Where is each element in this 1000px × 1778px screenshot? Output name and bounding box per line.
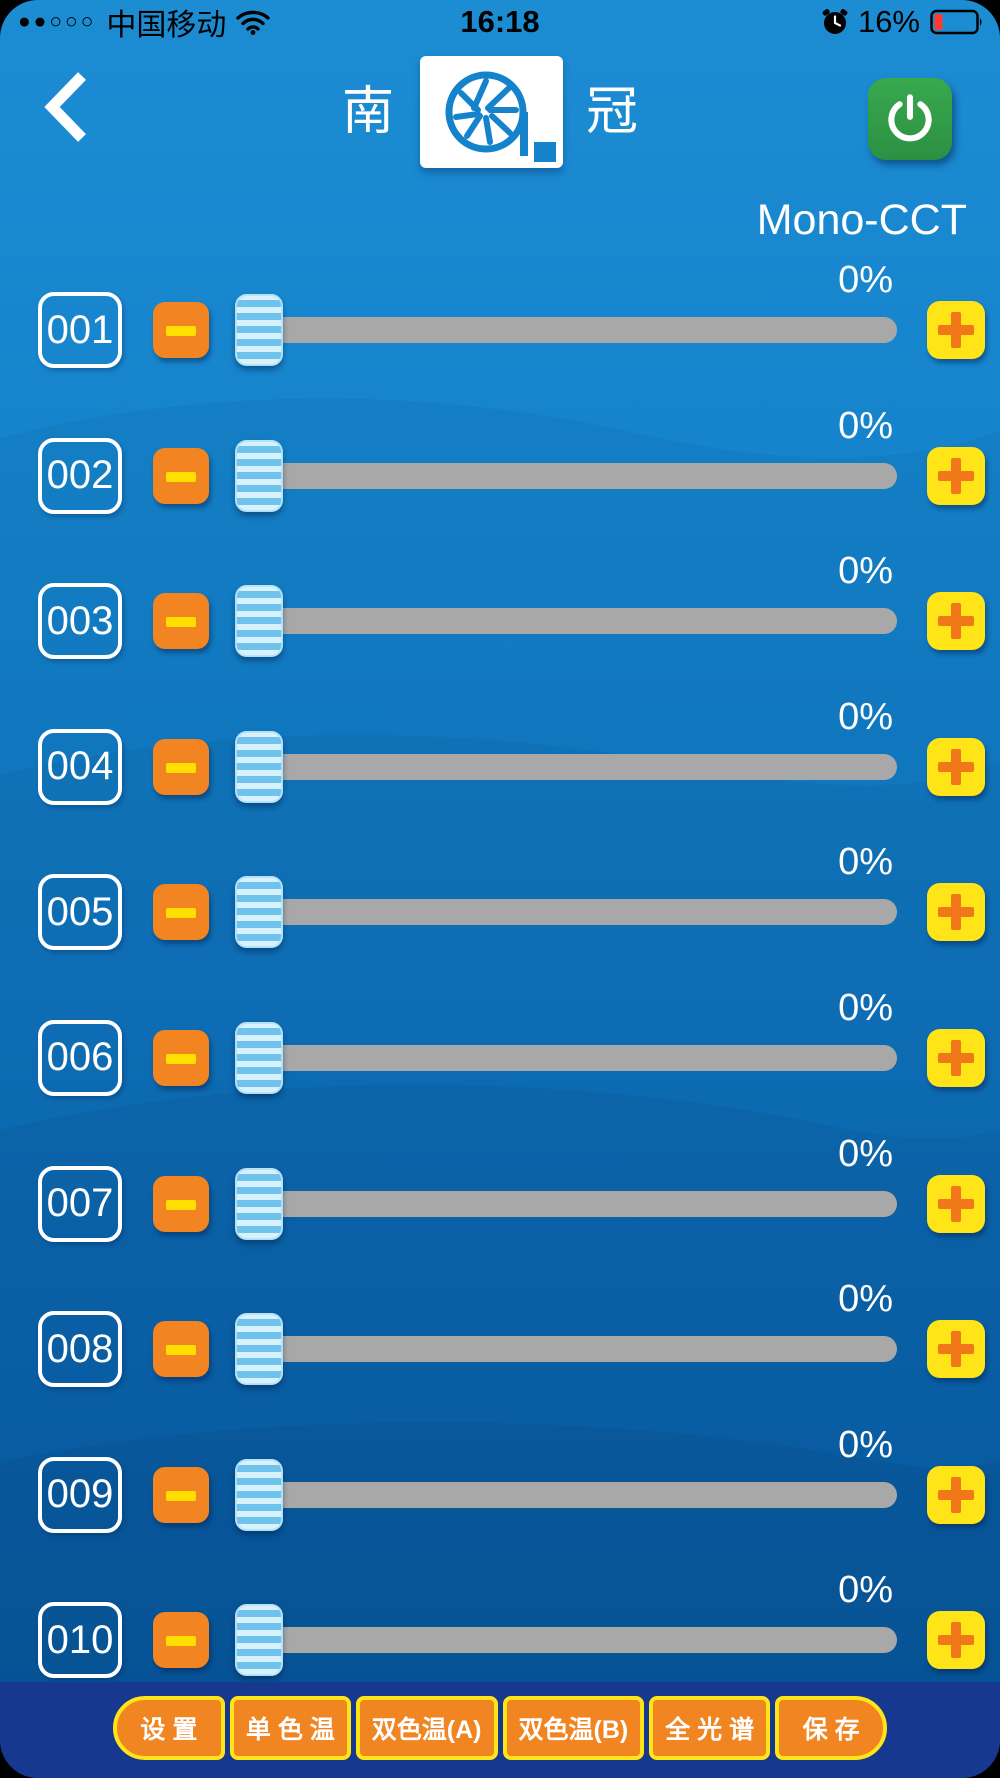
channel-id-badge: 001 <box>38 292 122 368</box>
plus-button[interactable] <box>927 1611 985 1670</box>
slider-track[interactable] <box>258 1336 897 1363</box>
plus-button[interactable] <box>927 446 985 505</box>
tab-mono-cct[interactable]: 单 色 温 <box>229 1696 351 1760</box>
slider-thumb[interactable] <box>235 1458 283 1531</box>
minus-button[interactable] <box>153 884 209 941</box>
slider-thumb[interactable] <box>235 1313 283 1386</box>
slider-thumb[interactable] <box>235 294 283 366</box>
channel-id-badge: 007 <box>38 1165 122 1242</box>
slider-thumb[interactable] <box>235 439 283 512</box>
channel-row: 0% 004 <box>0 650 1000 805</box>
plus-button[interactable] <box>927 301 985 359</box>
slider-thumb[interactable] <box>235 1167 283 1240</box>
slider-thumb[interactable] <box>235 876 283 949</box>
minus-button[interactable] <box>153 1612 209 1669</box>
slider-thumb[interactable] <box>235 730 283 803</box>
minus-button[interactable] <box>153 302 209 358</box>
channel-row: 0% 002 <box>0 359 1000 514</box>
channel-value: 0% <box>838 1132 893 1175</box>
slider-thumb[interactable] <box>235 1021 283 1094</box>
tab-bi-color-a[interactable]: 双色温(A) <box>355 1696 498 1760</box>
minus-button[interactable] <box>153 1321 209 1378</box>
plus-button[interactable] <box>927 1320 985 1379</box>
slider-track[interactable] <box>258 899 897 926</box>
slider-track[interactable] <box>258 1481 897 1508</box>
battery-icon <box>930 9 982 35</box>
minus-button[interactable] <box>153 593 209 650</box>
brand-logo <box>420 56 563 168</box>
channel-value: 0% <box>838 259 893 301</box>
channel-id-badge: 005 <box>38 874 122 951</box>
tab-group: 设 置 单 色 温 双色温(A) 双色温(B) 全 光 谱 保 存 <box>0 1682 1000 1760</box>
logo-char-left: 南 <box>342 83 395 141</box>
channel-id-badge: 002 <box>38 437 122 514</box>
channel-id-badge: 009 <box>38 1456 122 1533</box>
back-button[interactable] <box>38 68 98 146</box>
slider-track[interactable] <box>258 317 897 343</box>
channel-value: 0% <box>838 841 893 884</box>
logo-char-right: 冠 <box>586 83 639 141</box>
channel-row: 0% 010 <box>0 1523 1000 1679</box>
channel-row: 0% 008 <box>0 1232 1000 1388</box>
plus-button[interactable] <box>927 883 985 942</box>
slider-track[interactable] <box>258 462 897 489</box>
minus-button[interactable] <box>153 738 209 795</box>
channel-id-badge: 008 <box>38 1311 122 1388</box>
status-bar: 16:18 ●●○○○ 中国移动 16% <box>0 0 1000 44</box>
channel-id-badge: 003 <box>38 583 122 660</box>
channel-value: 0% <box>838 1423 893 1466</box>
channel-row: 0% 009 <box>0 1378 1000 1533</box>
aperture-logo-icon <box>445 71 556 162</box>
channel-row: 0% 003 <box>0 504 1000 660</box>
channel-row: 0% 006 <box>0 941 1000 1096</box>
carrier-label: 中国移动 <box>106 9 227 42</box>
plus-button[interactable] <box>927 1028 985 1087</box>
minus-button[interactable] <box>153 1029 209 1086</box>
channel-row: 0% 005 <box>0 795 1000 951</box>
channel-id-badge: 006 <box>38 1019 122 1096</box>
slider-thumb[interactable] <box>235 585 283 658</box>
channel-row: 0% 001 <box>0 213 1000 368</box>
slider-track[interactable] <box>258 1190 897 1217</box>
tab-save[interactable]: 保 存 <box>775 1696 888 1760</box>
bottom-bar: 设 置 单 色 温 双色温(A) 双色温(B) 全 光 谱 保 存 <box>0 1682 1000 1778</box>
plus-button[interactable] <box>927 1465 985 1524</box>
alarm-icon <box>822 9 848 34</box>
mode-label: Mono-CCT <box>756 196 967 244</box>
slider-thumb[interactable] <box>235 1604 283 1677</box>
channel-value: 0% <box>838 1569 893 1612</box>
channel-value: 0% <box>838 986 893 1029</box>
plus-button[interactable] <box>927 1174 985 1233</box>
channel-value: 0% <box>838 695 893 738</box>
tab-settings[interactable]: 设 置 <box>112 1696 225 1760</box>
channel-value: 0% <box>838 550 893 593</box>
slider-track[interactable] <box>258 753 897 780</box>
slider-track[interactable] <box>258 608 897 635</box>
power-button[interactable] <box>868 78 952 160</box>
status-time: 16:18 <box>460 4 540 39</box>
signal-dots-icon: ●●○○○ <box>18 10 97 33</box>
battery-percent: 16% <box>857 4 920 39</box>
slider-track[interactable] <box>258 1627 897 1654</box>
channel-row: 0% 007 <box>0 1087 1000 1242</box>
plus-button[interactable] <box>927 737 985 796</box>
channel-id-badge: 004 <box>38 728 122 805</box>
channel-id-badge: 010 <box>38 1602 122 1679</box>
minus-button[interactable] <box>153 1175 209 1232</box>
plus-button[interactable] <box>927 592 985 651</box>
tab-full-spectrum[interactable]: 全 光 谱 <box>649 1696 771 1760</box>
minus-button[interactable] <box>153 447 209 504</box>
minus-button[interactable] <box>153 1466 209 1523</box>
channel-value: 0% <box>838 404 893 447</box>
power-icon <box>888 94 932 142</box>
channel-value: 0% <box>838 1278 893 1321</box>
tab-bi-color-b[interactable]: 双色温(B) <box>502 1696 645 1760</box>
wifi-icon <box>236 10 271 35</box>
channel-list: 0% 001 0% 002 0% 003 0% 004 <box>0 213 1000 1679</box>
slider-track[interactable] <box>258 1044 897 1071</box>
